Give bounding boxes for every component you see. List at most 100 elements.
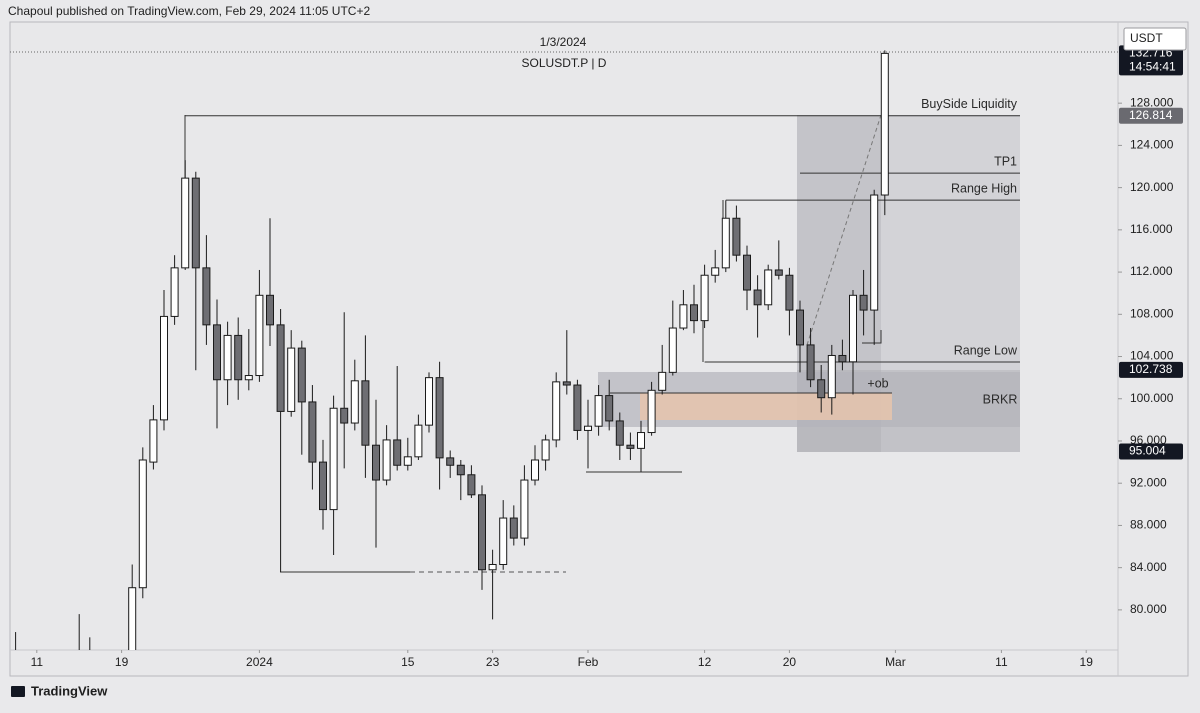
- price-tag-label: 102.738: [1129, 362, 1173, 376]
- candle-body: [753, 289, 762, 306]
- candle-body: [382, 439, 391, 481]
- candle-body: [149, 419, 158, 463]
- candle-body: [711, 267, 720, 276]
- candle-body: [446, 457, 455, 466]
- candle-body: [170, 267, 179, 317]
- candle-body: [414, 424, 423, 458]
- candle-body: [361, 380, 370, 446]
- profit-zone: [797, 115, 1020, 370]
- candle-body: [467, 474, 476, 496]
- candle-body: [880, 52, 889, 196]
- candle-body: [403, 456, 412, 466]
- x-tick-label: 15: [401, 655, 415, 669]
- candle-body: [520, 479, 529, 539]
- candle-body: [679, 304, 688, 329]
- candle-body: [573, 384, 582, 431]
- price-tag: [1119, 361, 1183, 378]
- y-tick-label: 116.000: [1130, 222, 1173, 236]
- zone-label: BRKR: [983, 392, 1018, 406]
- candle-body: [350, 380, 359, 424]
- candle-body: [478, 494, 486, 571]
- candle-body: [393, 439, 402, 466]
- candle-body: [488, 563, 497, 571]
- y-tick-label: 104.000: [1130, 349, 1174, 363]
- candle-body: [456, 464, 465, 476]
- currency: USDT: [1130, 31, 1163, 45]
- bracket: [862, 330, 882, 344]
- y-tick-label: 108.000: [1130, 306, 1174, 320]
- candle-body: [870, 194, 879, 311]
- candle-body: [297, 347, 306, 403]
- ob-box: [640, 393, 892, 420]
- candle-body: [223, 334, 232, 381]
- candle-body: [690, 304, 698, 322]
- currency-box: [1123, 27, 1187, 51]
- y-tick-label: 84.000: [1130, 560, 1167, 574]
- footer: TradingView: [11, 683, 108, 698]
- candle-body: [658, 371, 667, 391]
- candle-body: [700, 274, 709, 322]
- candle-body: [541, 439, 550, 461]
- candle-body: [637, 432, 645, 449]
- y-tick-label: 100.000: [1130, 391, 1174, 405]
- candles: [15, 50, 1020, 650]
- candle-body: [435, 377, 444, 459]
- price-tag: [1119, 45, 1183, 76]
- candle-body: [552, 381, 561, 441]
- candle-body: [287, 347, 296, 412]
- candle-body: [743, 254, 751, 291]
- path-line: [806, 114, 882, 346]
- x-tick-label: 12: [698, 655, 712, 669]
- x-tick-label: 11: [995, 655, 1008, 669]
- header: Chapoul published on TradingView.com, Fe…: [8, 4, 370, 18]
- x-tick-label: 20: [783, 655, 797, 669]
- candle-body: [849, 294, 857, 363]
- candle-body: [340, 407, 349, 424]
- candle-body: [202, 267, 211, 326]
- crosshair-label: 1/3/2024: [540, 35, 587, 49]
- price-tag-label: 126.814: [1129, 108, 1173, 122]
- candle-body: [499, 517, 508, 565]
- candle-body: [615, 420, 624, 446]
- axes: 11 19 2024 15 23 Feb 12 20 Mar 11 19 80.000 84.000 88…: [31, 45, 1183, 669]
- logo: [11, 686, 25, 697]
- candle-body: [796, 309, 804, 346]
- y-tick-label: 124.000: [1130, 138, 1174, 152]
- candle-body: [668, 327, 677, 373]
- candle-body: [647, 389, 656, 434]
- countdown: 14:54:41: [1129, 60, 1176, 74]
- candle-body: [817, 379, 826, 399]
- candle-body: [425, 377, 433, 426]
- candle-body: [329, 407, 338, 511]
- y-tick-label: 120.000: [1130, 180, 1174, 194]
- candle-body: [509, 517, 518, 539]
- y-tick-label: 88.000: [1130, 518, 1167, 532]
- footer-brand: TradingView: [31, 683, 108, 698]
- candle-body: [128, 587, 137, 650]
- candle-body: [562, 381, 571, 386]
- candle-body: [138, 459, 147, 589]
- candle-body: [594, 395, 603, 427]
- candle-body: [319, 461, 327, 511]
- x-tick-label: Feb: [578, 655, 599, 669]
- candle-body: [372, 444, 380, 481]
- y-tick-label: 128.000: [1130, 95, 1174, 109]
- candle-body: [531, 459, 539, 481]
- candle-body: [806, 344, 815, 381]
- level-label: Range Low: [954, 343, 1018, 357]
- x-tick-label: 19: [1080, 655, 1094, 669]
- x-tick-label: 19: [115, 655, 129, 669]
- x-tick-label: 23: [486, 655, 500, 669]
- candle-body: [859, 294, 868, 311]
- candle-body: [732, 217, 741, 256]
- drawings: [10, 51, 1118, 573]
- candle-body: [827, 354, 836, 399]
- candle-body: [774, 269, 783, 276]
- candle-body: [213, 324, 221, 381]
- candle-body: [764, 269, 773, 306]
- level-label: Range High: [951, 181, 1017, 195]
- x-tick-label: Mar: [885, 655, 906, 669]
- candle-body: [255, 294, 264, 377]
- x-tick-label: 11: [31, 655, 44, 669]
